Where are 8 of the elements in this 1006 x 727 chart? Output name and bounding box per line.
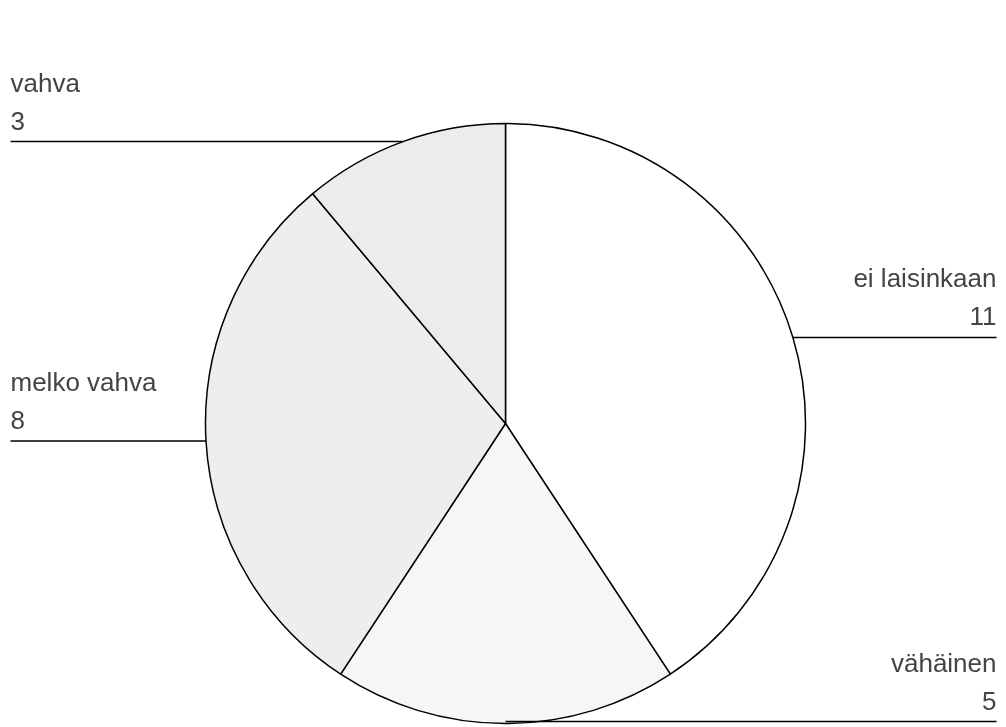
data-label: 11 — [969, 301, 997, 332]
slice-label: vähäinen — [890, 647, 997, 678]
slice-label: melko vahva — [10, 366, 157, 397]
slice-label: vahva — [10, 67, 81, 98]
data-label: 3 — [10, 105, 25, 136]
slice-label: ei laisinkaan — [853, 263, 997, 294]
data-label: 5 — [982, 685, 997, 716]
data-label: 8 — [10, 404, 25, 435]
